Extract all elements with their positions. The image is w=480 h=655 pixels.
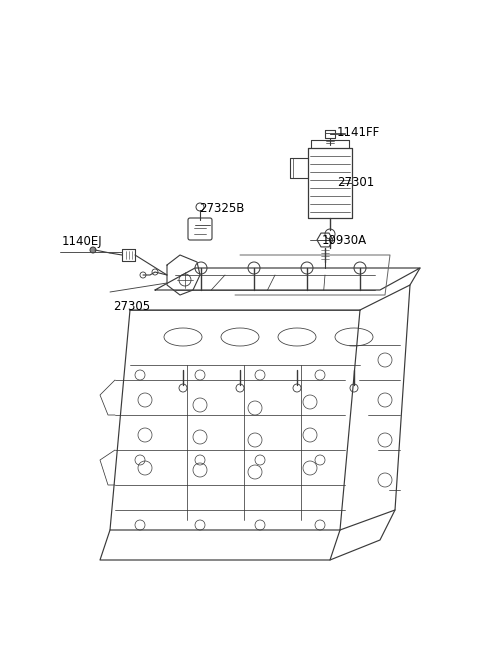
Text: 27325B: 27325B <box>199 202 244 214</box>
Text: 10930A: 10930A <box>322 233 367 246</box>
Text: 27301: 27301 <box>337 176 374 189</box>
Text: 1141FF: 1141FF <box>337 126 380 140</box>
Text: 27305: 27305 <box>113 301 150 314</box>
Text: 1140EJ: 1140EJ <box>62 234 103 248</box>
Circle shape <box>90 247 96 253</box>
